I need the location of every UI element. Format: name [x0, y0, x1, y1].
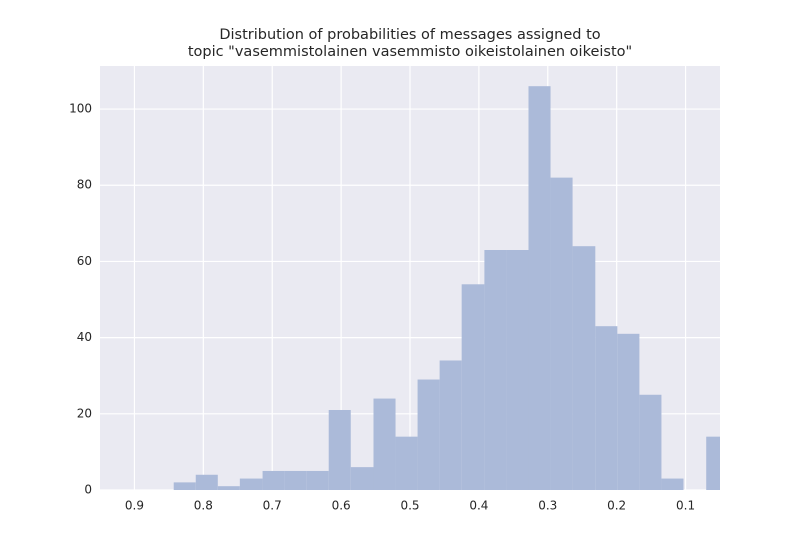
bar [550, 177, 573, 490]
bar [617, 333, 640, 490]
bar [239, 478, 263, 490]
bar [350, 467, 374, 490]
bar [306, 470, 329, 490]
bar [461, 284, 485, 490]
bar [484, 250, 507, 490]
x-tick-label: 0.7 [263, 499, 282, 513]
bar [639, 394, 662, 490]
bar [528, 86, 551, 490]
bar [506, 250, 529, 490]
bar [572, 246, 596, 490]
chart-title: topic "vasemmistolainen vasemmisto oikei… [188, 44, 632, 60]
bar [373, 398, 396, 490]
grid [100, 66, 720, 491]
bar [706, 436, 720, 490]
x-tick-label: 0.4 [469, 499, 488, 513]
x-tick-label: 0.5 [400, 499, 419, 513]
bar [395, 436, 418, 490]
bar [661, 478, 684, 490]
x-tick-label: 0.6 [332, 499, 351, 513]
bar [262, 470, 285, 490]
y-tick-label: 0 [84, 483, 92, 497]
bar [217, 486, 240, 490]
bar [439, 360, 462, 490]
bar [417, 379, 440, 490]
y-tick-label: 40 [77, 330, 92, 344]
y-tick-label: 100 [69, 102, 92, 116]
x-tick-label: 0.3 [538, 499, 557, 513]
bar [595, 326, 618, 490]
bar [173, 482, 196, 490]
bar [328, 410, 351, 490]
y-tick-label: 20 [77, 406, 92, 420]
labels: 0 20 40 60 80 100 0.9 0.8 0.7 0.6 0.5 0.4 0.3 0.2 0.1 [69, 102, 695, 513]
x-tick-label: 0.1 [676, 499, 695, 513]
x-tick-label: 0.8 [194, 499, 213, 513]
bar [195, 474, 218, 490]
y-tick-label: 80 [77, 178, 92, 192]
x-tick-label: 0.2 [607, 499, 626, 513]
chart-title: Distribution of probabilities of message… [219, 27, 600, 43]
bar [284, 470, 307, 490]
y-tick-label: 60 [77, 254, 92, 268]
x-tick-label: 0.9 [125, 499, 144, 513]
bars [173, 86, 720, 490]
